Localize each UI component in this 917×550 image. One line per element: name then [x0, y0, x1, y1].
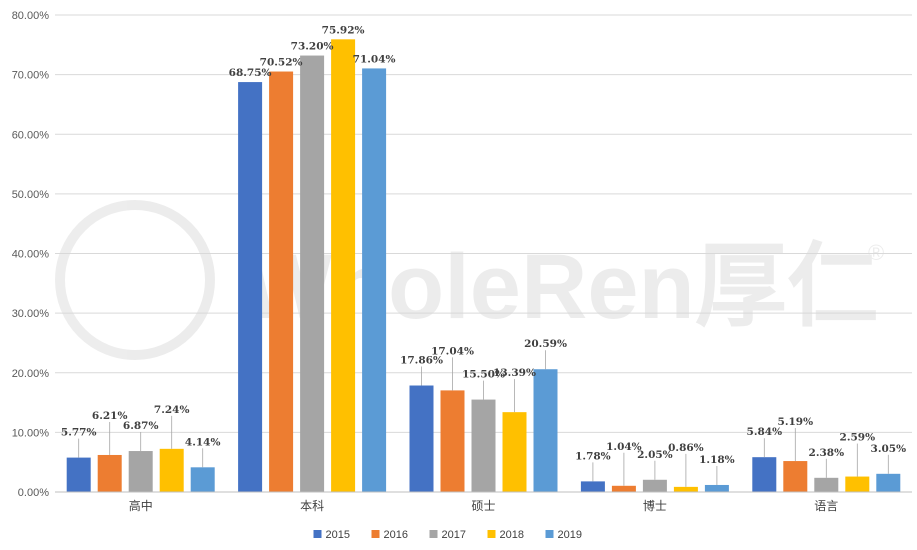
data-label: 2.38%	[809, 447, 845, 459]
x-axis: 高中 本科 硕士 博士 语言	[55, 491, 912, 513]
bar-2019-3	[704, 484, 729, 492]
data-label: 2.05%	[637, 449, 673, 461]
y-tick-label: 30.00%	[12, 308, 50, 320]
data-label: 5.19%	[778, 416, 814, 428]
bar-2016-0	[97, 454, 122, 492]
x-tick-label: 博士	[643, 498, 667, 513]
bar-2018-0	[159, 448, 184, 492]
data-label: 20.59%	[524, 338, 567, 350]
data-label: 6.87%	[123, 420, 159, 432]
x-tick-label: 高中	[129, 498, 153, 513]
data-label: 71.04%	[353, 53, 396, 65]
legend-swatch	[487, 530, 496, 538]
bar-2019-1	[362, 68, 387, 492]
data-labels: 5.77% 6.21%6.87% 7.24% 4.14% 68.75%70.52% 73.…	[61, 24, 906, 487]
data-label: 75.92%	[322, 24, 365, 36]
data-label: 1.18%	[699, 454, 735, 466]
data-label: 7.24%	[154, 404, 190, 416]
x-tick-label: 本科	[300, 499, 324, 513]
bar-2017-4	[814, 477, 839, 492]
data-label: 15.50%	[462, 369, 505, 381]
y-tick-label: 10.00%	[12, 427, 50, 439]
y-tick-label: 60.00%	[12, 129, 50, 141]
y-tick-label: 80.00%	[12, 10, 50, 22]
bar-2015-4	[752, 457, 777, 492]
data-label: 1.04%	[606, 441, 642, 453]
data-label: 1.78%	[575, 450, 611, 462]
bar-2017-1	[300, 55, 325, 493]
bar-2017-0	[128, 451, 153, 492]
bar-2018-1	[331, 39, 356, 493]
bar-2018-3	[673, 486, 698, 492]
bar-2017-2	[471, 399, 496, 492]
bar-2019-2	[533, 369, 558, 492]
bar-2015-0	[66, 457, 91, 492]
data-label: 68.75%	[229, 67, 272, 79]
bars	[66, 39, 901, 493]
legend-swatch	[545, 530, 554, 538]
y-tick-label: 70.00%	[12, 70, 50, 82]
legend-label: 2016	[384, 529, 408, 541]
legend-label: 2017	[442, 529, 466, 541]
data-label: 13.39%	[493, 367, 536, 379]
data-label: 6.21%	[92, 410, 128, 422]
x-tick-label: 语言	[814, 499, 838, 513]
y-tick-label: 20.00%	[12, 368, 50, 380]
legend-label: 2019	[558, 529, 582, 541]
y-tick-label: 40.00%	[12, 249, 50, 261]
y-tick-label: 50.00%	[12, 189, 50, 201]
data-label: 5.84%	[747, 426, 783, 438]
legend-label: 2015	[326, 529, 350, 541]
bar-2015-1	[238, 82, 263, 492]
legend-swatch	[429, 530, 438, 538]
legend-label: 2018	[500, 529, 524, 541]
bar-2019-0	[190, 467, 215, 492]
legend: 2015 2016 2017 2018 2019	[313, 529, 582, 541]
gridlines	[55, 14, 912, 433]
x-tick-label: 硕士	[471, 499, 495, 513]
data-label: 3.05%	[871, 443, 907, 455]
bar-2017-3	[642, 479, 667, 492]
data-label: 70.52%	[260, 57, 303, 69]
data-label: 73.20%	[291, 41, 334, 53]
data-label: 5.77%	[61, 427, 97, 439]
bar-2019-4	[876, 473, 901, 492]
bar-2015-3	[580, 481, 605, 492]
watermark-logo: WholeRen厚仁 ®	[55, 200, 884, 360]
data-label: 4.14%	[185, 436, 221, 448]
legend-swatch	[371, 530, 380, 538]
bar-2015-2	[409, 385, 434, 492]
bar-2018-2	[502, 412, 527, 492]
bar-2016-4	[783, 461, 808, 492]
bar-2016-2	[440, 390, 465, 492]
y-tick-label: 0.00%	[18, 487, 49, 499]
legend-swatch	[313, 530, 322, 538]
y-axis: 0.00% 10.00% 20.00% 30.00% 40.00% 50.00% 60.00…	[12, 10, 50, 499]
bar-2018-4	[845, 476, 870, 492]
bar-2016-3	[611, 485, 636, 492]
data-label: 0.86%	[668, 442, 704, 454]
svg-text:®: ®	[868, 240, 884, 265]
data-label: 17.86%	[400, 355, 443, 367]
data-label: 2.59%	[840, 432, 876, 444]
bar-2016-1	[269, 71, 294, 492]
data-label: 17.04%	[431, 345, 474, 357]
